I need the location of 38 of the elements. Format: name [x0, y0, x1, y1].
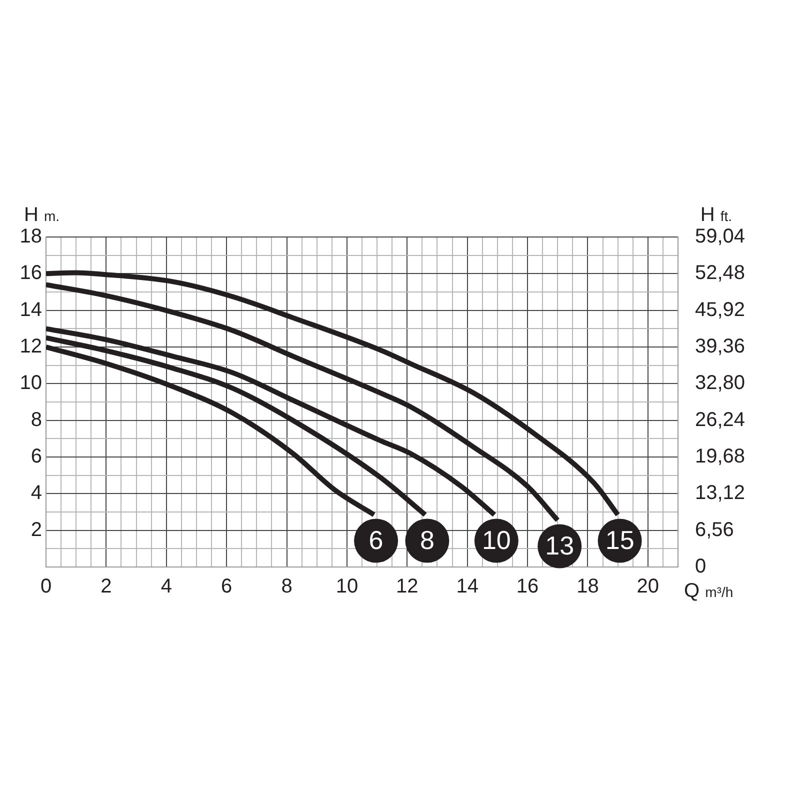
- y-tick-label: 2: [30, 518, 42, 541]
- y-tick-label: 6: [30, 446, 42, 468]
- x-tick-label: 14: [456, 576, 478, 598]
- x-tick-label: 10: [336, 576, 358, 598]
- y2-tick-label: 45,92: [695, 298, 746, 321]
- y2-tick-label: 59,04: [695, 226, 746, 248]
- x-tick-label: 8: [281, 576, 292, 598]
- x-tick-label: 16: [516, 576, 539, 598]
- x-tick-label: 0: [40, 576, 52, 598]
- legend-label: 8: [420, 524, 434, 555]
- y2-tick-label: 6,56: [695, 518, 734, 541]
- legend-label: 15: [605, 524, 634, 555]
- series-label: 6: [368, 524, 384, 555]
- y-axis-title: H m.: [24, 204, 60, 226]
- x-tick-label: 12: [396, 576, 418, 598]
- x-axis-title: Q m³/h: [684, 580, 734, 602]
- y2-tick-label: 13,12: [695, 482, 746, 504]
- y-tick-label: 4: [30, 482, 42, 504]
- x-tick-label: 20: [636, 576, 660, 598]
- x-tick-label: 4: [160, 576, 172, 598]
- y2-tick-label: 52,48: [695, 262, 746, 284]
- y2-axis-title: H ft.: [700, 204, 732, 226]
- y2-tick-label: 19,68: [695, 446, 746, 468]
- y-tick-label: 8: [30, 408, 42, 431]
- y2-tick-label: 39,36: [695, 336, 746, 358]
- y2-tick-label: 32,80: [695, 372, 746, 394]
- y-tick-label: 14: [20, 298, 42, 321]
- y2-tick-label: 0: [695, 556, 706, 578]
- x-tick-label: 2: [100, 576, 112, 598]
- y2-tick-label: 26,24: [695, 408, 746, 431]
- legend-label: 10: [482, 524, 511, 555]
- y-tick-label: 10: [20, 372, 42, 394]
- y-tick-label: 12: [20, 336, 42, 358]
- legend-label: 13: [545, 530, 574, 560]
- y-tick-label: 18: [20, 226, 42, 248]
- x-tick-label: 18: [576, 576, 599, 598]
- y-tick-label: 16: [20, 262, 42, 284]
- x-tick-label: 6: [221, 576, 232, 598]
